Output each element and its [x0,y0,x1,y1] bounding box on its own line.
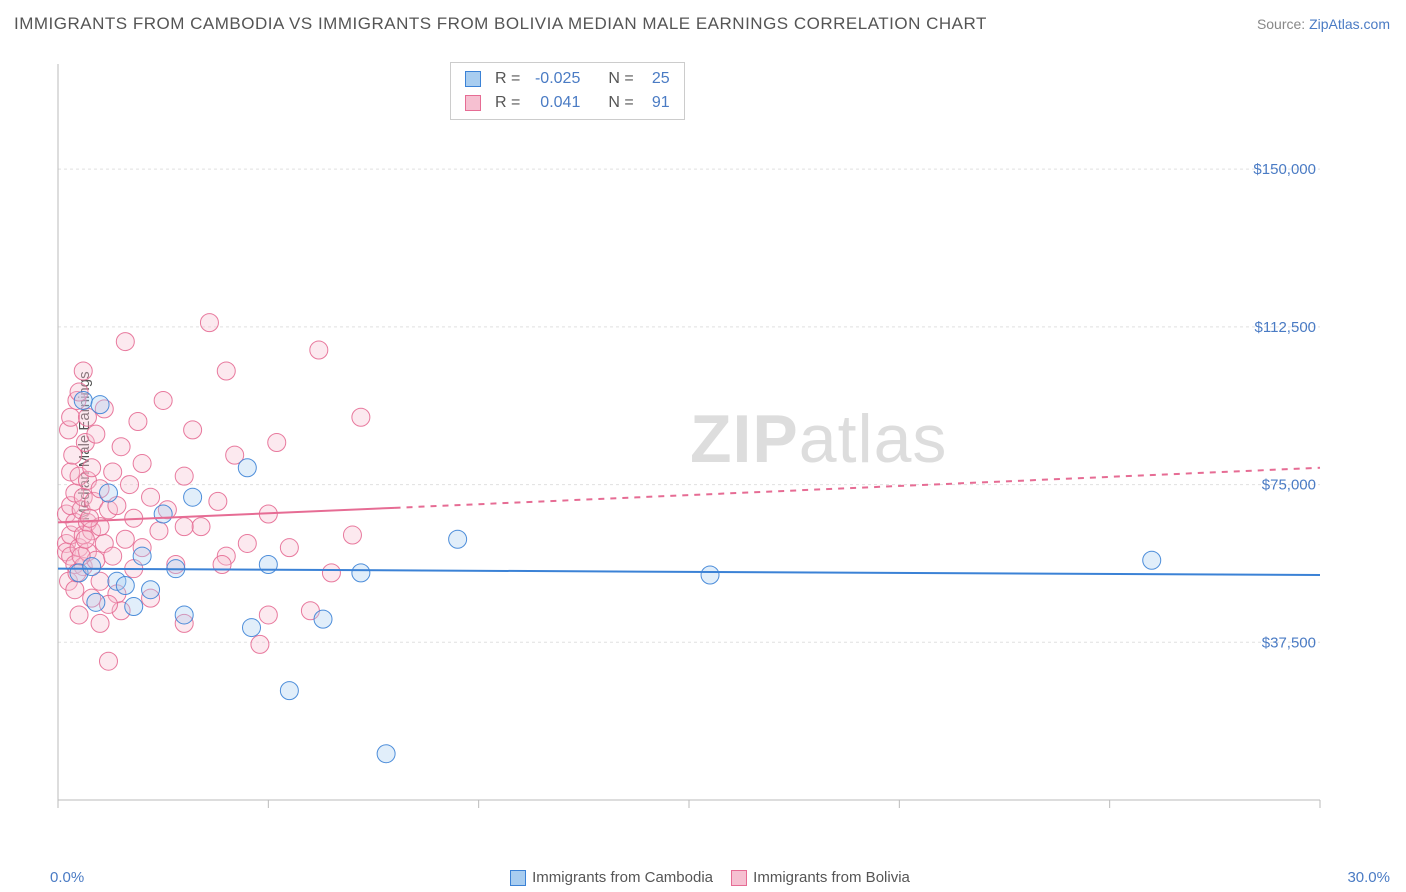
legend-swatch-bolivia [731,870,747,886]
svg-text:$37,500: $37,500 [1262,634,1316,651]
legend-label-bolivia: Immigrants from Bolivia [753,869,910,886]
corr-r-value: -0.025 [526,67,580,91]
corr-n-label: N = [608,67,633,91]
svg-text:$150,000: $150,000 [1253,161,1316,178]
chart-container: IMMIGRANTS FROM CAMBODIA VS IMMIGRANTS F… [0,0,1406,892]
correlation-legend: R =-0.025 N = 25 R =0.041 N = 91 [450,62,685,120]
corr-r-label: R = [495,91,520,115]
corr-n-value: 25 [640,67,670,91]
chart-svg: $37,500 $75,000 $112,500 $150,000 [50,60,1390,830]
legend-label-cambodia: Immigrants from Cambodia [532,869,713,886]
svg-text:$112,500: $112,500 [1255,319,1316,336]
legend-swatch-cambodia [510,870,526,886]
corr-n-label: N = [608,91,633,115]
corr-swatch [465,95,481,111]
source-prefix: Source: [1257,16,1309,32]
source-link[interactable]: ZipAtlas.com [1309,16,1390,32]
corr-row: R =0.041 N = 91 [465,91,670,115]
corr-row: R =-0.025 N = 25 [465,67,670,91]
chart-title: IMMIGRANTS FROM CAMBODIA VS IMMIGRANTS F… [14,14,987,34]
svg-text:$75,000: $75,000 [1262,477,1316,494]
corr-r-value: 0.041 [526,91,580,115]
corr-swatch [465,71,481,87]
bottom-legend: Immigrants from Cambodia Immigrants from… [0,869,1406,886]
corr-r-label: R = [495,67,520,91]
source-label: Source: ZipAtlas.com [1257,16,1390,32]
plot-area: $37,500$75,000$112,500$150,000 ZIPatlas … [50,60,1390,830]
corr-n-value: 91 [640,91,670,115]
